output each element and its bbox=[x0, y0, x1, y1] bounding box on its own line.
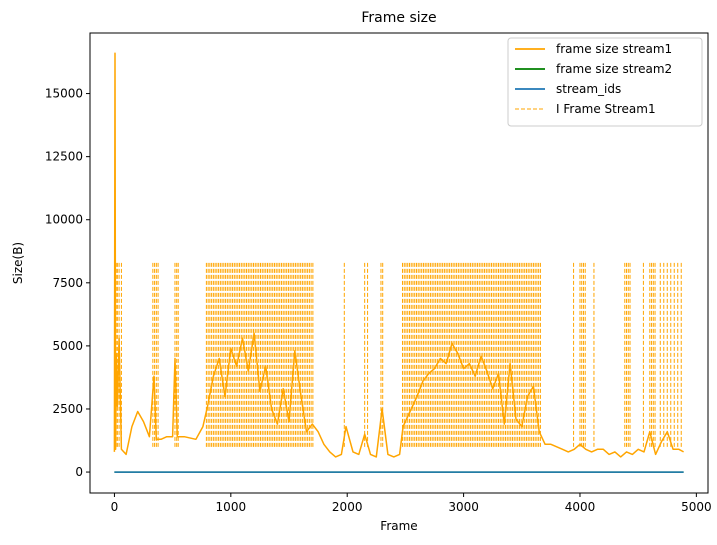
x-tick-label: 4000 bbox=[565, 500, 596, 514]
y-tick-label: 5000 bbox=[52, 339, 83, 353]
i-frame-lines bbox=[115, 262, 682, 447]
legend-frame bbox=[507, 37, 703, 127]
plot-frame bbox=[89, 32, 709, 494]
chart-title: Frame size bbox=[361, 10, 436, 26]
x-tick-label: 3000 bbox=[448, 500, 479, 514]
y-tick-label: 12500 bbox=[45, 150, 83, 164]
legend-label: stream_ids bbox=[556, 82, 621, 96]
y-axis-label: Size(B) bbox=[11, 242, 25, 284]
y-tick-label: 0 bbox=[75, 465, 83, 479]
legend-label: I Frame Stream1 bbox=[556, 102, 656, 116]
y-tick-label: 2500 bbox=[52, 402, 83, 416]
legend: frame size stream1 frame size stream2 stre… bbox=[507, 37, 703, 127]
x-tick-label: 1000 bbox=[216, 500, 247, 514]
y-tick-label: 15000 bbox=[45, 87, 83, 101]
y-axis: 0 2500 5000 7500 10000 12500 15000 bbox=[45, 87, 90, 479]
legend-label: frame size stream2 bbox=[556, 62, 672, 76]
y-tick-label: 7500 bbox=[52, 276, 83, 290]
x-tick-label: 0 bbox=[111, 500, 119, 514]
x-axis: 0 1000 2000 3000 4000 5000 bbox=[111, 493, 712, 514]
legend-label: frame size stream1 bbox=[556, 42, 672, 56]
series-lines bbox=[113, 52, 684, 473]
series-line-1 bbox=[113, 52, 684, 458]
x-tick-label: 5000 bbox=[681, 500, 712, 514]
y-tick-label: 10000 bbox=[45, 213, 83, 227]
x-axis-label: Frame bbox=[380, 519, 417, 533]
x-tick-label: 2000 bbox=[332, 500, 363, 514]
